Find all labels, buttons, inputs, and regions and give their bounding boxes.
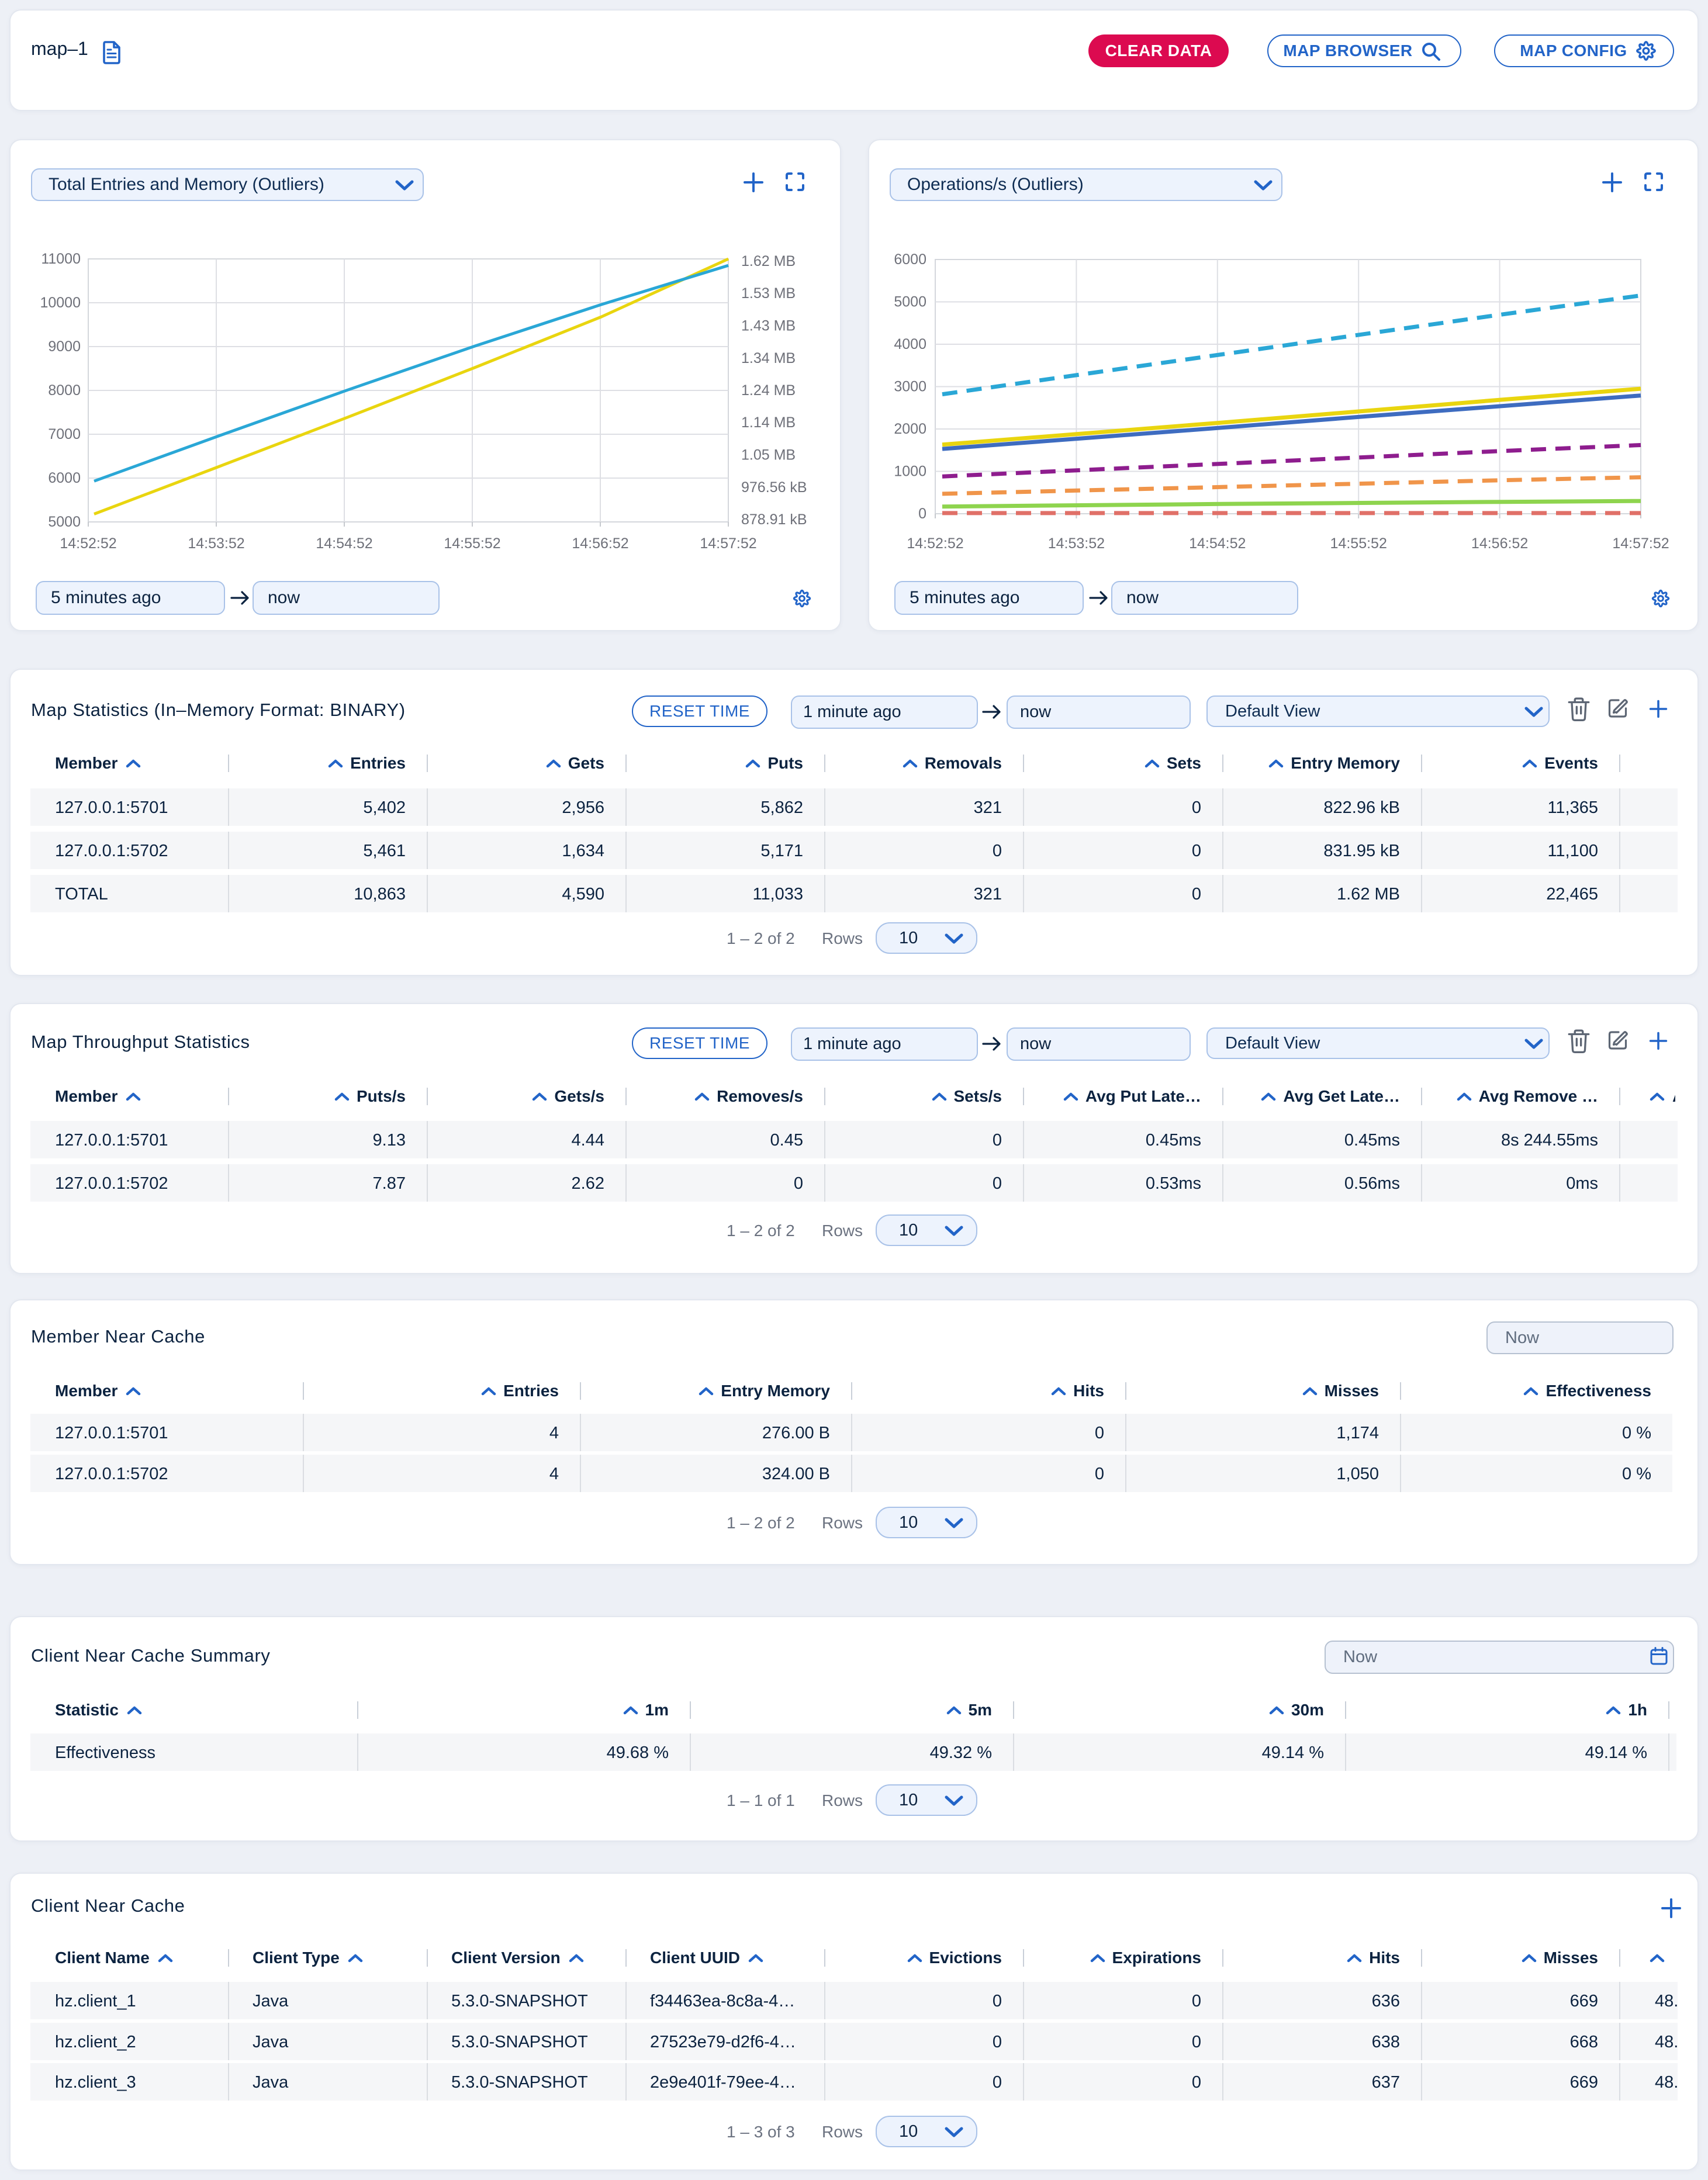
svg-text:14:56:52: 14:56:52 <box>1471 535 1528 552</box>
svg-text:1.05 MB: 1.05 MB <box>741 447 796 463</box>
svg-text:878.91 kB: 878.91 kB <box>741 511 807 528</box>
svg-text:4000: 4000 <box>894 336 926 352</box>
svg-text:3000: 3000 <box>894 379 926 395</box>
svg-text:14:54:52: 14:54:52 <box>1189 535 1246 552</box>
svg-text:1000: 1000 <box>894 463 926 480</box>
svg-text:976.56 kB: 976.56 kB <box>741 479 807 496</box>
svg-text:1.53 MB: 1.53 MB <box>741 285 796 302</box>
svg-text:14:52:52: 14:52:52 <box>907 535 963 552</box>
svg-text:1.43 MB: 1.43 MB <box>741 318 796 334</box>
svg-text:14:53:52: 14:53:52 <box>188 535 244 552</box>
svg-text:14:54:52: 14:54:52 <box>316 535 372 552</box>
svg-text:6000: 6000 <box>48 470 81 486</box>
svg-text:5000: 5000 <box>894 294 926 310</box>
svg-text:0: 0 <box>918 506 926 522</box>
svg-text:2000: 2000 <box>894 421 926 437</box>
svg-text:14:57:52: 14:57:52 <box>700 535 756 552</box>
svg-text:14:52:52: 14:52:52 <box>60 535 116 552</box>
svg-text:7000: 7000 <box>48 426 81 442</box>
svg-text:6000: 6000 <box>894 251 926 268</box>
svg-text:1.62 MB: 1.62 MB <box>741 253 796 269</box>
svg-text:8000: 8000 <box>48 382 81 399</box>
svg-text:14:56:52: 14:56:52 <box>572 535 628 552</box>
svg-text:1.34 MB: 1.34 MB <box>741 350 796 366</box>
svg-text:14:53:52: 14:53:52 <box>1048 535 1105 552</box>
svg-text:14:55:52: 14:55:52 <box>1330 535 1387 552</box>
svg-text:1.14 MB: 1.14 MB <box>741 414 796 431</box>
svg-text:14:55:52: 14:55:52 <box>444 535 500 552</box>
svg-text:10000: 10000 <box>40 295 81 311</box>
svg-text:11000: 11000 <box>41 251 81 267</box>
svg-text:9000: 9000 <box>48 338 81 355</box>
svg-text:14:57:52: 14:57:52 <box>1612 535 1669 552</box>
svg-text:1.24 MB: 1.24 MB <box>741 382 796 399</box>
svg-text:5000: 5000 <box>48 514 81 530</box>
